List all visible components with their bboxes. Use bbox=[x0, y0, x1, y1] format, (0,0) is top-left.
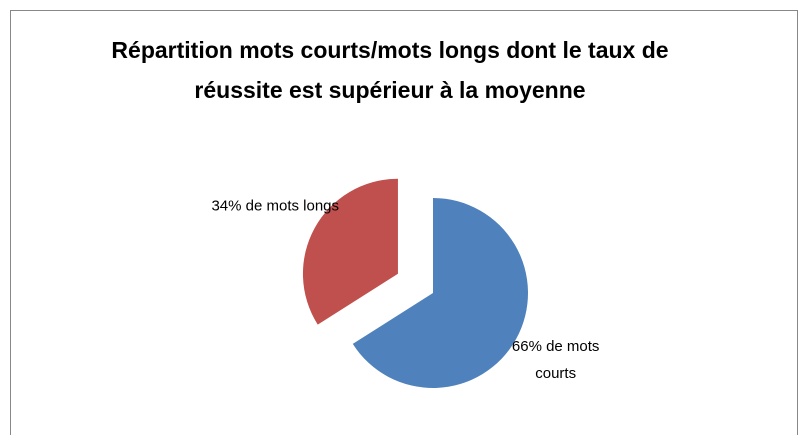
chart-frame bbox=[10, 10, 798, 435]
data-label: 66% de mots courts bbox=[511, 338, 600, 383]
pie-slice bbox=[352, 198, 529, 388]
chart-title: Répartition mots courts/mots longs dont … bbox=[111, 37, 669, 103]
pie-slice bbox=[302, 178, 398, 325]
data-label: 34% de mots longs bbox=[211, 197, 340, 215]
